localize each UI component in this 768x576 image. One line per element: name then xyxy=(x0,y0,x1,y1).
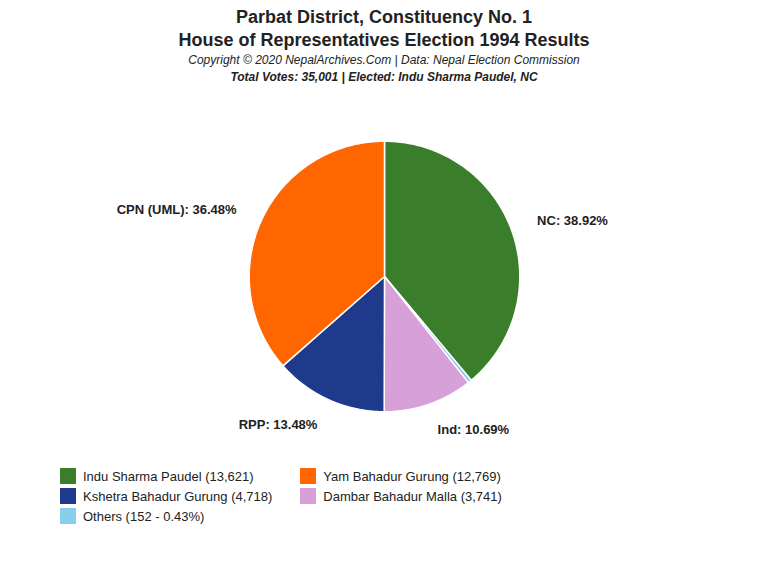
svg-text:RPP: 13.48%: RPP: 13.48% xyxy=(239,417,318,432)
html-text:Total Votes: 35,001 | Elected:: Total Votes: 35,001 | Elected: Indu Shar… xyxy=(230,70,538,84)
html-text:Parbat District, Constituency: Parbat District, Constituency No. 1 xyxy=(236,7,532,27)
svg-text:Ind: 10.69%: Ind: 10.69% xyxy=(438,422,510,437)
svg-text:CPN (UML): 36.48%: CPN (UML): 36.48% xyxy=(117,202,237,217)
html-text:Copyright © 2020 NepalArchives: Copyright © 2020 NepalArchives.Com | Dat… xyxy=(188,53,580,67)
html-text:Indu Sharma Paudel (13,621): Indu Sharma Paudel (13,621) xyxy=(83,468,254,484)
html-text:Yam Bahadur Gurung (12,769): Yam Bahadur Gurung (12,769) xyxy=(323,468,501,484)
html-text:Others (152 - 0.43%): Others (152 - 0.43%) xyxy=(83,508,205,524)
html-text:House of Representatives Elect: House of Representatives Election 1994 R… xyxy=(178,30,590,50)
svg-text:NC: 38.92%: NC: 38.92% xyxy=(537,213,608,228)
html-text:Kshetra Bahadur Gurung (4,718): Kshetra Bahadur Gurung (4,718) xyxy=(83,488,273,504)
html-text:Dambar Bahadur Malla (3,741): Dambar Bahadur Malla (3,741) xyxy=(323,488,502,504)
